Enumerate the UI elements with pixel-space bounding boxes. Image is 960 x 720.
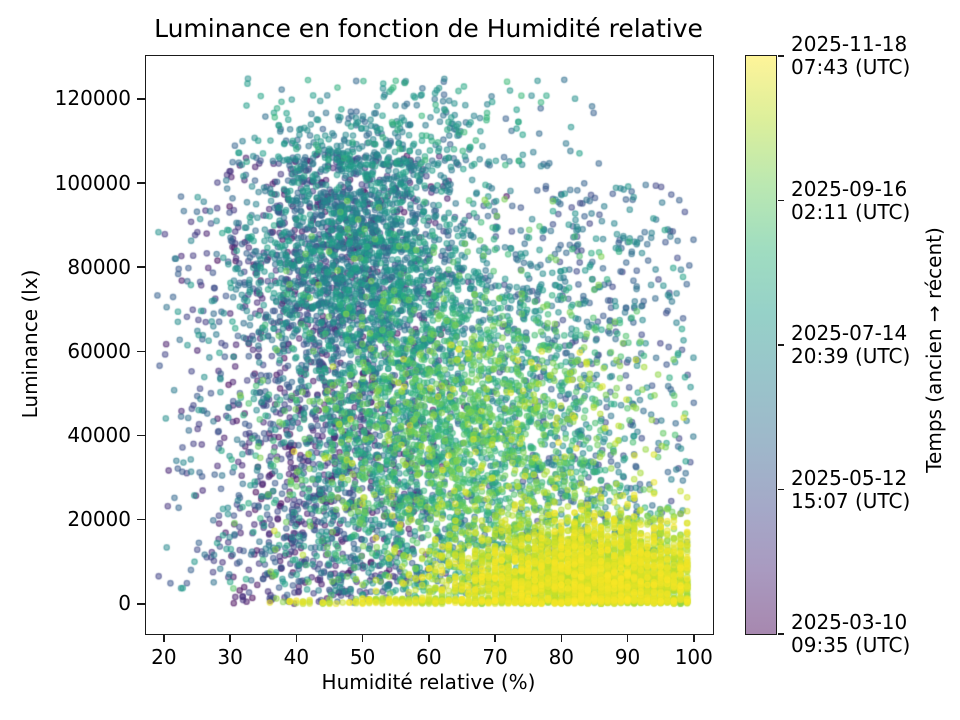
colorbar-tick-mark (778, 633, 784, 635)
colorbar-tick-mark (778, 344, 784, 346)
x-tick-mark (560, 634, 563, 642)
colorbar-tick-label: 2025-07-14 20:39 (UTC) (791, 321, 911, 368)
x-tick-label: 60 (416, 645, 442, 669)
y-tick-mark (137, 182, 145, 184)
x-tick-mark (229, 634, 231, 642)
y-tick-mark (137, 266, 145, 268)
colorbar-tick-label: 2025-03-10 09:35 (UTC) (791, 610, 911, 657)
plot-area (145, 55, 714, 635)
x-tick-label: 20 (151, 645, 177, 669)
y-tick-mark (137, 434, 145, 437)
y-tick-mark (137, 98, 145, 100)
colorbar-tick-mark (778, 55, 784, 57)
colorbar-gradient (745, 55, 777, 635)
colorbar-tick-mark (778, 488, 784, 491)
x-tick-label: 50 (349, 645, 376, 669)
x-tick-label: 80 (548, 645, 575, 669)
y-tick-mark (137, 518, 145, 521)
y-tick-label: 120000 (54, 86, 131, 111)
x-tick-label: 100 (674, 645, 713, 669)
x-axis-label: Humidité relative (%) (321, 670, 536, 694)
y-tick-label: 20000 (67, 507, 131, 532)
y-tick-label: 60000 (67, 338, 131, 363)
colorbar-tick-label: 2025-05-12 15:07 (UTC) (791, 465, 911, 513)
y-tick-label: 100000 (54, 170, 131, 195)
scatter-points-canvas (146, 56, 713, 634)
y-tick-label: 0 (118, 591, 131, 616)
x-tick-mark (494, 634, 496, 642)
x-tick-mark (626, 634, 629, 642)
x-tick-mark (295, 634, 298, 642)
x-tick-mark (692, 634, 695, 642)
y-tick-mark (137, 350, 145, 353)
x-tick-label: 70 (482, 645, 508, 669)
colorbar-tick-label: 2025-11-18 07:43 (UTC) (791, 32, 911, 79)
x-tick-mark (163, 634, 165, 642)
x-tick-mark (428, 634, 430, 642)
x-tick-label: 40 (283, 645, 310, 669)
x-tick-mark (361, 634, 364, 642)
y-tick-mark (137, 602, 145, 605)
colorbar-tick-label: 2025-09-16 02:11 (UTC) (791, 176, 911, 224)
y-tick-label: 80000 (67, 254, 131, 279)
chart-title: Luminance en fonction de Humidité relati… (154, 14, 703, 43)
x-tick-label: 30 (217, 645, 243, 669)
x-tick-label: 90 (614, 645, 641, 669)
y-tick-label: 40000 (67, 422, 131, 447)
colorbar-axis-label: Temps (ancien → récent) (922, 227, 946, 473)
colorbar-tick-mark (778, 199, 784, 202)
